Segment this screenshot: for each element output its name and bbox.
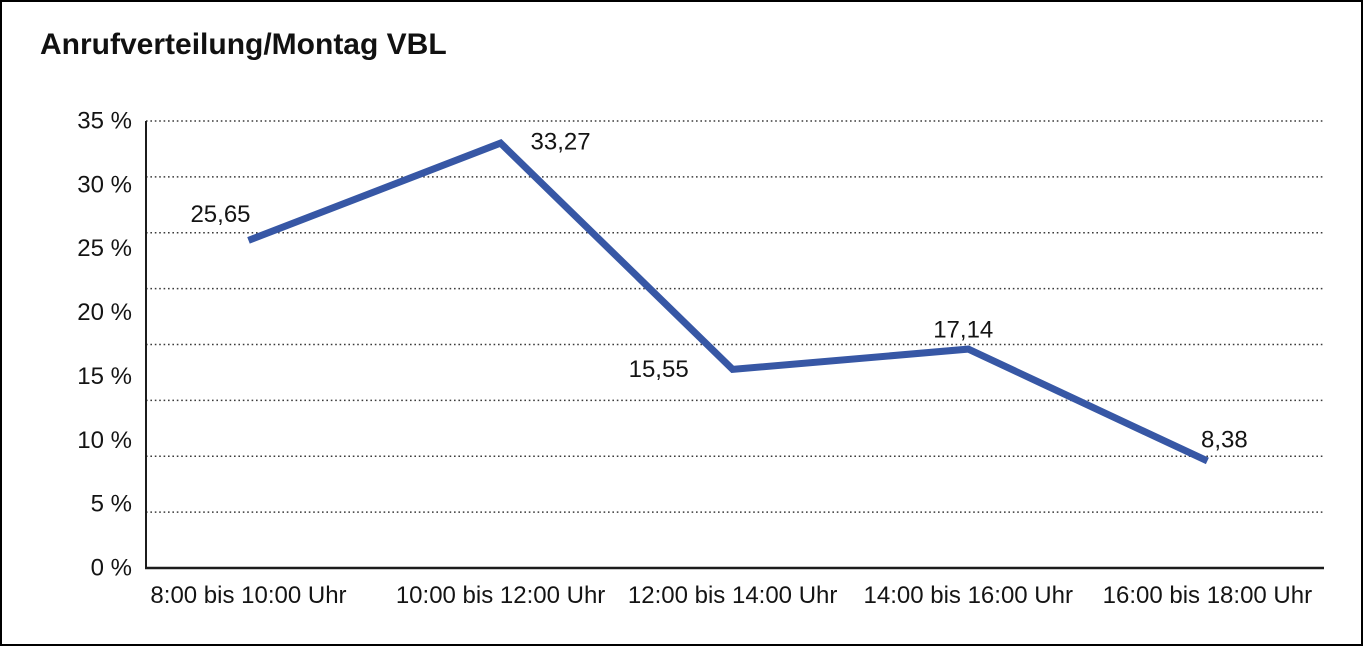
- y-tick-label: 20 %: [77, 299, 132, 326]
- point-label: 8,38: [1201, 426, 1248, 453]
- y-tick-label: 25 %: [77, 235, 132, 262]
- y-tick-label: 35 %: [77, 108, 132, 135]
- point-label: 33,27: [531, 129, 591, 156]
- y-tick-label: 30 %: [77, 171, 132, 198]
- y-tick-label: 0 %: [91, 555, 132, 582]
- y-tick-label: 15 %: [77, 363, 132, 390]
- chart-title: Anrufverteilung/Montag VBL: [40, 28, 447, 61]
- x-tick-label: 8:00 bis 10:00 Uhr: [150, 582, 346, 609]
- x-tick-label: 14:00 bis 16:00 Uhr: [864, 582, 1073, 609]
- data-line: [247, 139, 1209, 465]
- point-label: 15,55: [629, 356, 689, 383]
- x-tick-label: 12:00 bis 14:00 Uhr: [628, 582, 837, 609]
- y-tick-label: 5 %: [91, 491, 132, 518]
- y-tick-label: 10 %: [77, 427, 132, 454]
- point-label: 25,65: [190, 201, 250, 228]
- x-tick-label: 10:00 bis 12:00 Uhr: [396, 582, 605, 609]
- x-tick-label: 16:00 bis 18:00 Uhr: [1103, 582, 1312, 609]
- point-label: 17,14: [933, 317, 993, 344]
